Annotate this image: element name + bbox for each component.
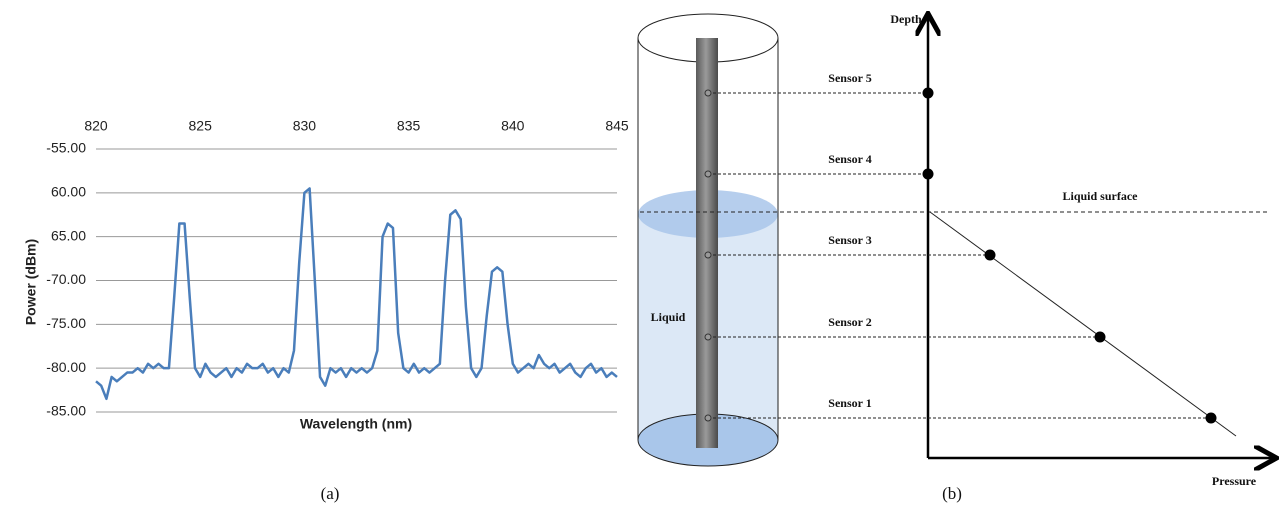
x-tick-label: 825 <box>189 118 213 134</box>
diagram: Depth Pressure Liquid surface Liquid (b)… <box>638 12 1274 503</box>
page: Power (dBm) Wavelength (nm) (a) -55.00 60… <box>0 0 1281 510</box>
y-axis-label: Power (dBm) <box>23 239 39 325</box>
sensor-label: Sensor 5 <box>828 71 871 85</box>
pressure-line <box>930 212 1236 436</box>
surface-label: Liquid surface <box>1062 189 1138 203</box>
y-tick-label: 65.00 <box>51 227 86 243</box>
depth-label: Depth <box>890 12 922 26</box>
y-tick-label: -75.00 <box>46 315 86 331</box>
caption: (b) <box>942 484 962 503</box>
pressure-point <box>1095 332 1106 343</box>
y-tick-label: -55.00 <box>46 140 86 156</box>
figure: Power (dBm) Wavelength (nm) (a) -55.00 60… <box>0 0 1281 510</box>
spectrum-chart: Power (dBm) Wavelength (nm) (a) -55.00 60… <box>23 118 629 503</box>
pressure-point <box>923 169 934 180</box>
pressure-label: Pressure <box>1212 474 1257 488</box>
x-tick-label: 845 <box>605 118 629 134</box>
caption: (a) <box>321 484 340 503</box>
x-axis-label: Wavelength (nm) <box>300 416 412 432</box>
x-tick-label: 840 <box>501 118 525 134</box>
sensor-point <box>705 252 711 258</box>
pressure-point <box>985 250 996 261</box>
sensor-label: Sensor 4 <box>828 152 871 166</box>
x-tick-label: 835 <box>397 118 421 134</box>
fiber-rod <box>696 38 718 448</box>
pressure-point <box>923 88 934 99</box>
y-tick-label: -85.00 <box>46 403 86 419</box>
sensor-label: Sensor 3 <box>828 233 871 247</box>
y-tick-label: 60.00 <box>51 184 86 200</box>
sensor-point <box>705 90 711 96</box>
x-tick-label: 830 <box>293 118 317 134</box>
sensor-point <box>705 334 711 340</box>
y-tick-label: -70.00 <box>46 271 86 287</box>
spectrum-line <box>96 188 617 398</box>
y-tick-label: -80.00 <box>46 359 86 375</box>
sensor-label: Sensor 2 <box>828 315 871 329</box>
sensor-point <box>705 171 711 177</box>
liquid-label: Liquid <box>651 310 686 324</box>
pressure-point <box>1206 413 1217 424</box>
sensor-point <box>705 415 711 421</box>
x-tick-label: 820 <box>84 118 108 134</box>
sensor-label: Sensor 1 <box>828 396 871 410</box>
